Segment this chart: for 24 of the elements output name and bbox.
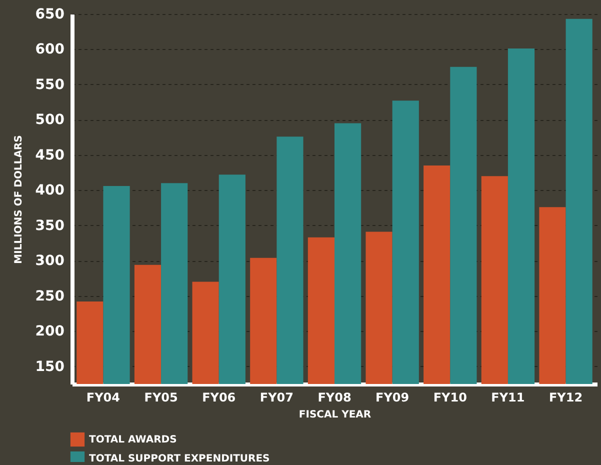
x-tick-label: FY06	[202, 390, 236, 404]
y-tick-label: 600	[35, 42, 65, 58]
x-axis-title: FISCAL YEAR	[298, 410, 372, 420]
y-tick-label: 450	[35, 147, 65, 164]
y-tick-label: 250	[35, 288, 65, 304]
x-tick-label: FY12	[548, 390, 583, 404]
x-tick-label: FY05	[144, 390, 178, 404]
x-tick-label: FY08	[318, 390, 352, 404]
x-tick-label: FY11	[491, 390, 525, 404]
x-tick-label: FY10	[433, 390, 467, 404]
y-tick-label: 350	[35, 218, 65, 234]
y-axis-title: MILLIONS OF DOLLARS	[13, 135, 24, 264]
legend-label: TOTAL AWARDS	[89, 434, 177, 446]
y-tick-label: 650	[35, 6, 65, 22]
legend-label: TOTAL SUPPORT EXPENDITURES	[89, 454, 270, 464]
y-tick-label: 200	[35, 324, 65, 340]
x-tick-label: FY04	[86, 390, 120, 404]
y-tick-label: 300	[35, 253, 65, 270]
y-tick-label: 400	[35, 182, 65, 199]
x-tick-label: FY07	[260, 390, 294, 404]
x-tick-label: FY09	[376, 390, 410, 404]
y-tick-label: 550	[35, 76, 65, 93]
y-tick-label: 150	[35, 358, 65, 375]
y-tick-label: 500	[35, 112, 65, 128]
